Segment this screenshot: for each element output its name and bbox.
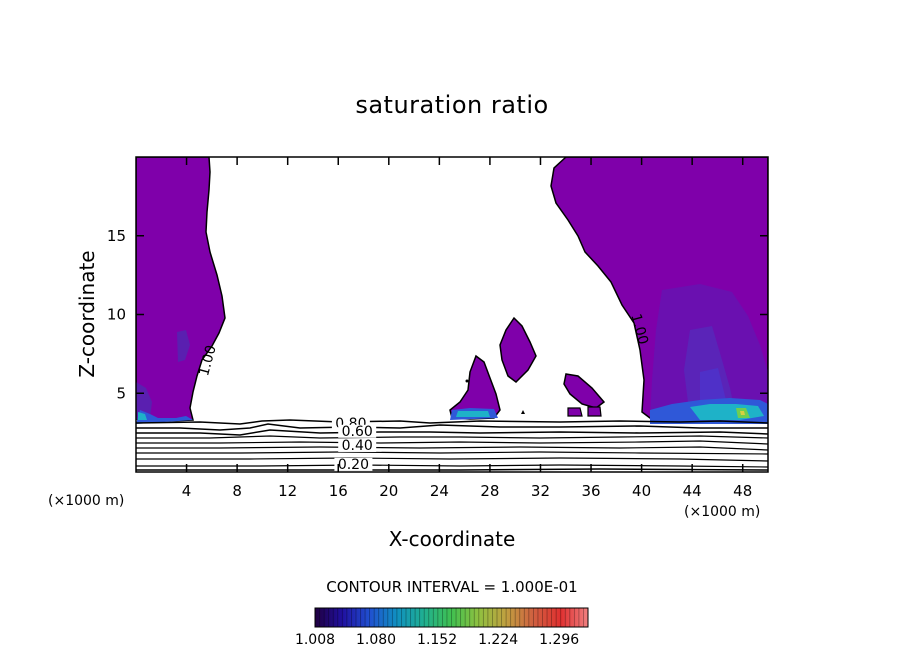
contour-label-5: 0.20 (334, 457, 373, 473)
colorbar-tick-label-3: 1.224 (478, 632, 518, 648)
x-axis: 4 8 12 16 20 24 28 32 36 40 44 48 (182, 157, 752, 500)
colorbar-frame (314, 607, 589, 628)
contour-interval: CONTOUR INTERVAL = 1.000E-01 (326, 578, 577, 596)
x-tick-label-5: 24 (430, 482, 449, 500)
region-left-blue (136, 410, 193, 424)
x-tick-label-1: 8 (232, 482, 242, 500)
chart-title: saturation ratio (355, 91, 548, 119)
x-tick-label-9: 40 (632, 482, 651, 500)
contour-label-1: 1.00 (627, 312, 651, 346)
region-left-cyan (138, 412, 147, 420)
x-axis-label: X-coordinate (389, 527, 516, 551)
colorbar: 1.008 1.080 1.152 1.224 1.296 (295, 607, 589, 648)
contour-label-bg-3 (338, 424, 377, 438)
x-tick-label-11: 48 (733, 482, 752, 500)
lower-contour-lines (136, 419, 768, 471)
colorbar-tick-label-0: 1.008 (295, 632, 335, 648)
x-tick-label-4: 20 (379, 482, 398, 500)
blob-dot (465, 379, 469, 383)
plot-area (136, 157, 768, 472)
y-tick-label-2: 15 (107, 227, 126, 245)
region-right-yellow (740, 411, 745, 415)
blob-small-1 (567, 407, 583, 417)
x-tick-label-7: 32 (531, 482, 550, 500)
region-left-column-inner (177, 330, 190, 362)
contour-label-text-5: 0.20 (338, 457, 369, 473)
colorbar-ticks: 1.008 1.080 1.152 1.224 1.296 (295, 632, 579, 648)
contour-label-bg-4 (338, 438, 377, 452)
x-tick-label-3: 16 (329, 482, 348, 500)
colorbar-gradient (315, 608, 588, 627)
blob-left-cyan (456, 411, 490, 417)
blob-tiny (521, 410, 525, 414)
contour-label-bg-5 (334, 457, 373, 471)
x-unit-left: (×1000 m) (48, 493, 124, 509)
contour-label-text-4: 0.40 (342, 438, 373, 454)
contour-label-0: 1.00 (196, 344, 220, 378)
contour-labels: 1.001.000.800.600.400.20 (196, 312, 651, 473)
x-tick-label-6: 28 (480, 482, 499, 500)
x-tick-label-2: 12 (278, 482, 297, 500)
region-left-shade (136, 382, 152, 419)
y-axis: 5 10 15 (107, 227, 768, 402)
y-axis-label: Z-coordinate (75, 250, 99, 377)
contour-label-text-0: 1.00 (196, 344, 220, 378)
contour-label-3: 0.60 (338, 424, 377, 440)
colorbar-tick-label-4: 1.296 (539, 632, 579, 648)
contour-label-text-1: 1.00 (627, 312, 651, 346)
y-tick-label-1: 10 (107, 306, 126, 324)
blob-small-2 (587, 406, 602, 417)
region-right-cyan (690, 404, 764, 420)
blob-center (499, 316, 537, 383)
contour-label-4: 0.40 (338, 438, 377, 454)
x-tick-label-10: 44 (683, 482, 702, 500)
x-tick-label-8: 36 (581, 482, 600, 500)
colorbar-tick-label-1: 1.080 (356, 632, 396, 648)
x-unit-right: (×1000 m) (684, 504, 760, 520)
y-tick-label-0: 5 (116, 384, 126, 402)
colorbar-stripes (319, 608, 584, 627)
colorbar-tick-label-2: 1.152 (417, 632, 457, 648)
x-tick-label-0: 4 (182, 482, 192, 500)
contour-label-text-3: 0.60 (342, 424, 373, 440)
